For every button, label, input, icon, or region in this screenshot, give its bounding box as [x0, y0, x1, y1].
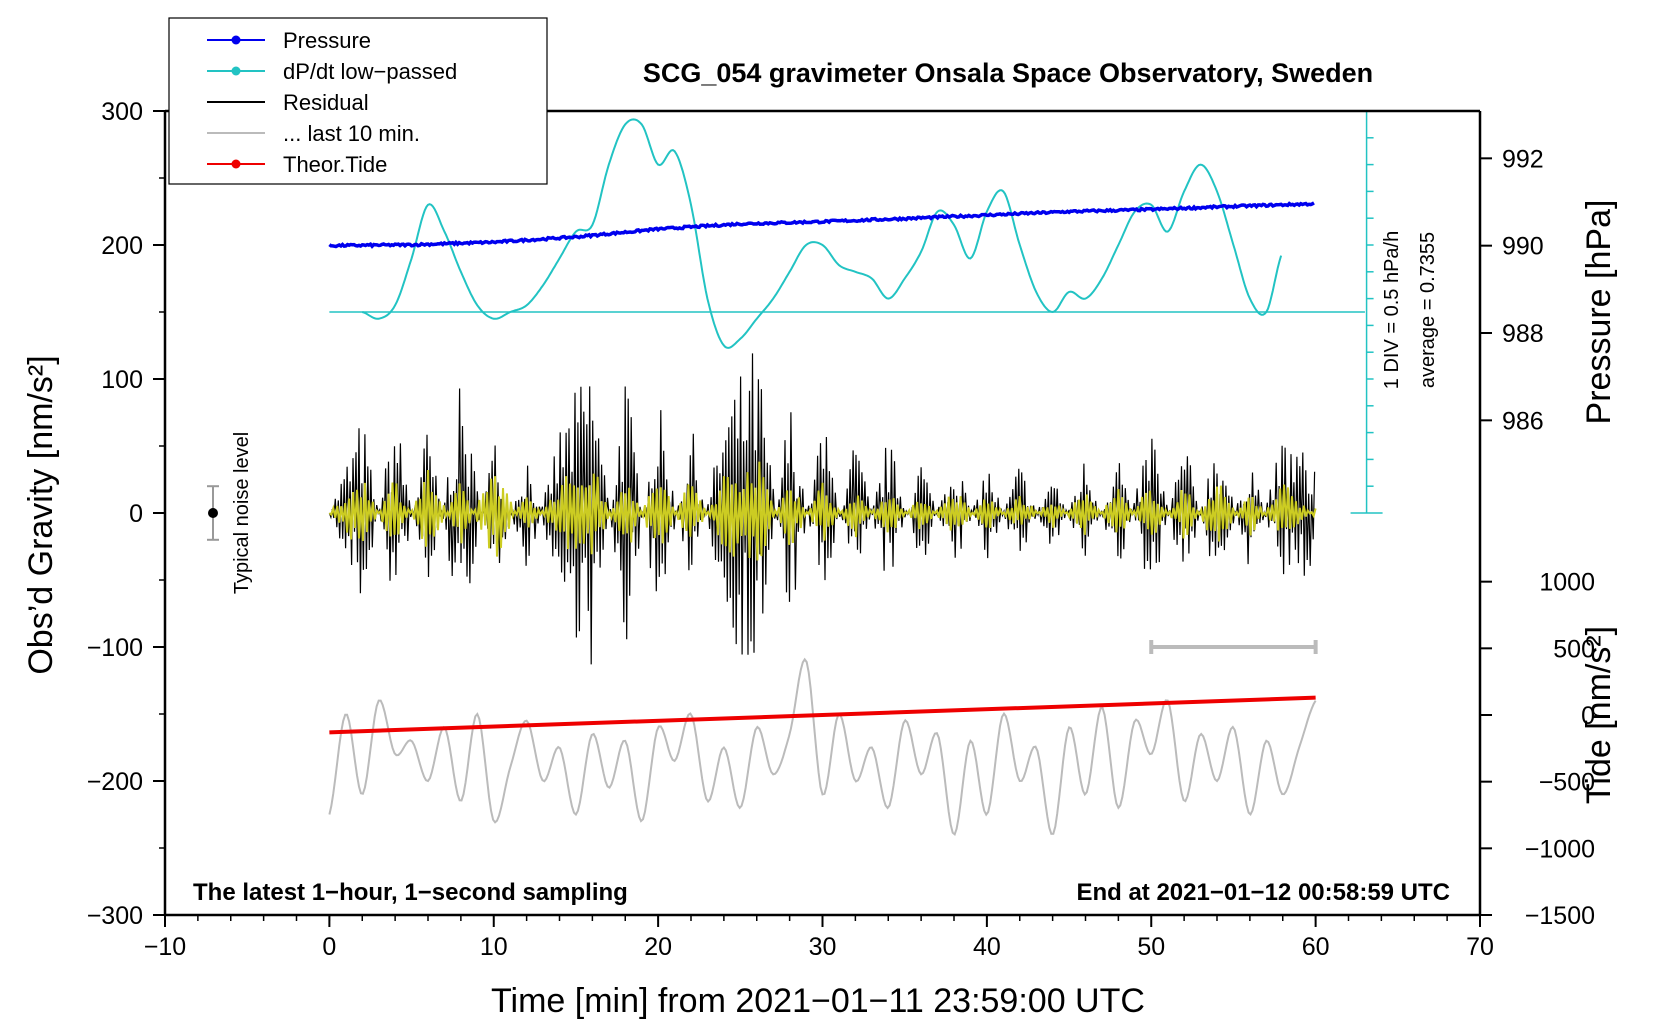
- pressure-tick-label: 990: [1502, 233, 1544, 261]
- tide-tick-label: 1000: [1539, 569, 1595, 597]
- y-axis-title-left: Obs’d Gravity [nm/s²]: [22, 355, 60, 674]
- legend: Pressure dP/dt low−passed Residual ... last…: [168, 17, 548, 185]
- y-tick-label-left: 100: [101, 366, 143, 394]
- note-sampling: The latest 1−hour, 1−second sampling: [193, 879, 628, 906]
- tide-tick-label: −500: [1539, 769, 1595, 797]
- pressure-tick-label: 986: [1502, 407, 1544, 435]
- y-tick-label-left: −100: [87, 634, 143, 662]
- axes-layer: −10 0 10 20 30 40 50 60 703002001000−100−200−300…: [87, 98, 1595, 961]
- x-tick-label: −10: [144, 933, 186, 961]
- x-tick-label: 70: [1466, 933, 1494, 961]
- dpdt-scale-label: 1 DIV = 0.5 hPa/h: [1381, 231, 1403, 389]
- y-tick-label-left: 200: [101, 232, 143, 260]
- x-tick-label: 10: [480, 933, 508, 961]
- y-tick-label-left: −300: [87, 902, 143, 930]
- noise-level-dot: [208, 508, 218, 518]
- pressure-tick-label: 992: [1502, 145, 1544, 173]
- x-tick-label: 0: [322, 933, 336, 961]
- y-axis-title-pressure: Pressure [hPa]: [1580, 200, 1618, 425]
- x-tick-label: 60: [1302, 933, 1330, 961]
- tide-tick-label: −1000: [1525, 835, 1595, 863]
- legend-marker: [231, 66, 241, 76]
- tide-tick-label: 500: [1553, 635, 1595, 663]
- legend-marker: [231, 35, 241, 45]
- x-axis-title: Time [min] from 2021−01−11 23:59:00 UTC: [491, 982, 1145, 1020]
- series-residual: [328, 353, 1316, 665]
- noise-level-label: Typical noise level: [231, 432, 253, 594]
- pressure-tick-label: 988: [1502, 320, 1544, 348]
- dpdt-average-label: average = 0.7355: [1417, 232, 1439, 388]
- legend-label: dP/dt low−passed: [283, 59, 457, 84]
- note-end-time: End at 2021−01−12 00:58:59 UTC: [1076, 879, 1450, 906]
- series-layer: [207, 110, 1383, 836]
- x-tick-label: 20: [644, 933, 672, 961]
- tide-tick-label: 0: [1581, 702, 1595, 730]
- legend-label: Pressure: [283, 28, 371, 53]
- x-tick-label: 40: [973, 933, 1001, 961]
- series-last-10-min: [328, 657, 1317, 836]
- y-tick-label-left: 0: [129, 500, 143, 528]
- tide-tick-label: −1500: [1525, 902, 1595, 930]
- y-axis-title-tide: Tide [nm/s²]: [1580, 626, 1618, 804]
- legend-label: Theor.Tide: [283, 152, 387, 177]
- series-tide: [329, 695, 1316, 735]
- legend-label: Residual: [283, 90, 369, 115]
- series-residual-lowpassed: [328, 461, 1317, 561]
- chart-title: SCG_054 gravimeter Onsala Space Observat…: [643, 58, 1373, 88]
- legend-marker: [231, 159, 241, 169]
- y-tick-label-left: 300: [101, 98, 143, 126]
- series-pressure: [328, 201, 1315, 249]
- series-dpdt: [362, 118, 1283, 349]
- x-tick-label: 50: [1137, 933, 1165, 961]
- x-tick-label: 30: [809, 933, 837, 961]
- y-tick-label-left: −200: [87, 768, 143, 796]
- legend-label: ... last 10 min.: [283, 121, 420, 146]
